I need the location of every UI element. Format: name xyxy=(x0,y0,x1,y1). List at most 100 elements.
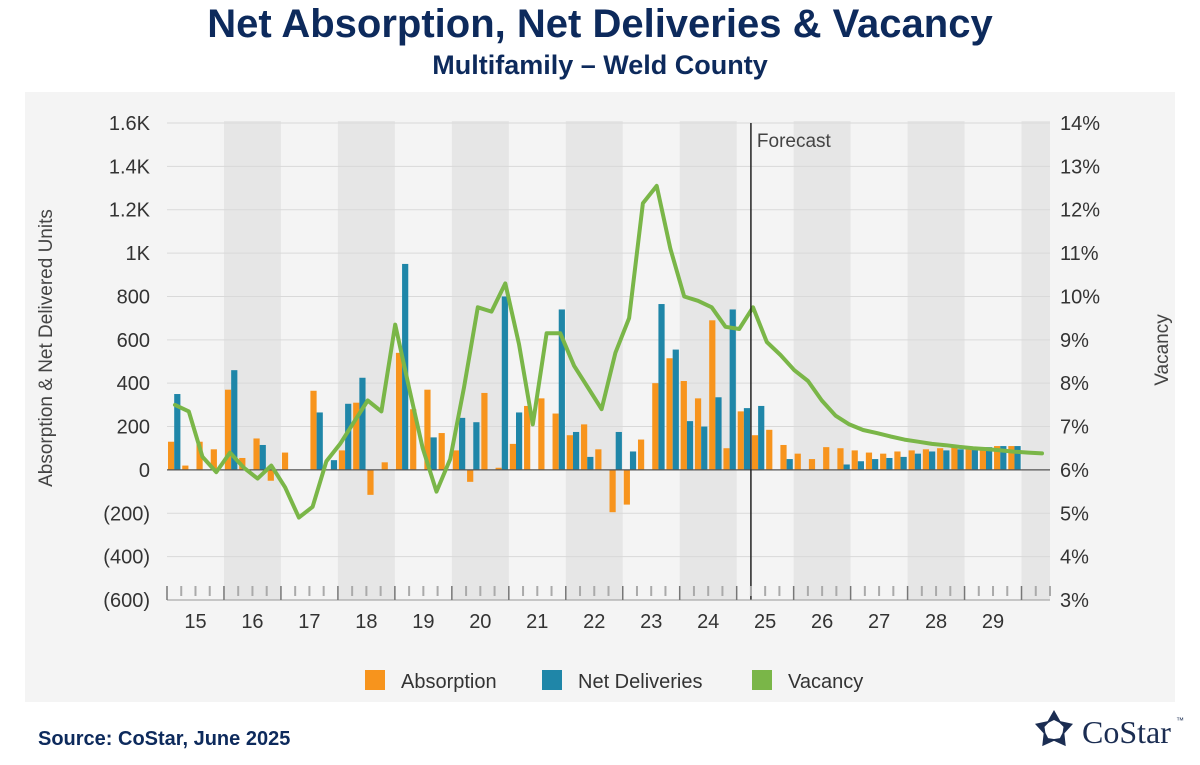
bar-net-deliveries xyxy=(345,403,352,470)
costar-logo: CoStar ™ xyxy=(1030,706,1190,756)
bar-absorption xyxy=(495,467,502,470)
bar-absorption xyxy=(766,429,773,470)
bar-net-deliveries xyxy=(929,451,936,470)
bar-net-deliveries xyxy=(914,453,921,470)
bar-absorption xyxy=(737,411,744,470)
logo-trademark: ™ xyxy=(1176,716,1184,725)
x-tick-label: 19 xyxy=(412,611,434,633)
chart-subtitle: Multifamily – Weld County xyxy=(432,50,768,80)
bar-absorption xyxy=(994,446,1001,470)
y2-tick-label: 4% xyxy=(1060,547,1089,569)
y-tick-label: 800 xyxy=(117,286,150,308)
bar-absorption xyxy=(694,398,702,470)
bar-absorption xyxy=(794,453,801,470)
chart-title: Net Absorption, Net Deliveries & Vacancy xyxy=(207,2,993,46)
bar-absorption xyxy=(709,320,716,470)
bar-absorption xyxy=(666,358,673,470)
year-band xyxy=(451,121,509,600)
bar-net-deliveries xyxy=(658,304,665,470)
year-band xyxy=(679,121,737,600)
x-tick-label: 21 xyxy=(526,611,548,633)
bar-net-deliveries xyxy=(686,421,694,470)
y-tick-label: 0 xyxy=(139,460,150,482)
bar-net-deliveries xyxy=(701,426,708,470)
y2-tick-label: 12% xyxy=(1060,200,1100,222)
bar-absorption xyxy=(609,469,616,513)
bar-net-deliveries xyxy=(1014,446,1021,470)
legend-label-absorption: Absorption xyxy=(401,671,497,693)
bar-net-deliveries xyxy=(957,449,964,470)
bar-net-deliveries xyxy=(558,309,565,470)
bar-absorption xyxy=(438,433,445,470)
bar-absorption xyxy=(338,450,346,470)
bar-absorption xyxy=(808,459,816,470)
bar-absorption xyxy=(851,450,858,470)
legend-label-net-deliveries: Net Deliveries xyxy=(578,671,702,693)
bar-net-deliveries xyxy=(615,431,622,470)
y2-tick-label: 10% xyxy=(1060,286,1100,308)
vacancy-line xyxy=(173,183,1044,520)
forecast-marker: Forecast xyxy=(750,123,832,600)
y-tick-label: 600 xyxy=(117,330,150,352)
bar-absorption xyxy=(267,469,274,481)
bar-absorption xyxy=(623,469,630,505)
bar-absorption xyxy=(467,469,474,482)
bar-absorption xyxy=(680,381,687,470)
bar-net-deliveries xyxy=(430,437,437,470)
bar-net-deliveries xyxy=(629,451,637,470)
bar-absorption xyxy=(381,462,388,470)
y-axis-right: 3% 4% 5% 6% 7% 8% 9% 10% 11% 12% 13% 14% xyxy=(1060,113,1100,612)
bar-absorption xyxy=(780,444,787,470)
x-tick-label: 25 xyxy=(754,611,776,633)
legend-label-vacancy: Vacancy xyxy=(788,671,863,693)
bar-absorption xyxy=(509,443,517,470)
y-tick-label: (400) xyxy=(103,547,150,569)
bar-net-deliveries xyxy=(259,444,266,470)
costar-star-icon xyxy=(1034,710,1074,747)
bar-absorption xyxy=(182,465,189,470)
year-band xyxy=(907,121,965,600)
bar-absorption xyxy=(481,392,488,470)
bar-absorption xyxy=(168,441,175,470)
bar-absorption xyxy=(281,452,289,470)
bar-absorption xyxy=(652,383,659,470)
bar-net-deliveries xyxy=(872,459,879,470)
bar-absorption xyxy=(552,413,559,470)
legend: Absorption Net Deliveries Vacancy xyxy=(365,670,863,693)
y2-tick-label: 11% xyxy=(1060,243,1099,265)
bar-net-deliveries xyxy=(174,394,181,470)
x-tick-label: 27 xyxy=(868,611,890,633)
bar-absorption xyxy=(908,450,915,470)
bar-absorption xyxy=(367,469,374,495)
x-tick-label: 20 xyxy=(469,611,491,633)
bar-net-deliveries xyxy=(1000,446,1007,470)
x-axis: 15 16 17 18 19 20 21 22 23 24 25 26 27 28 29 xyxy=(166,586,1051,633)
bar-absorption xyxy=(595,449,602,470)
legend-swatch-net-deliveries xyxy=(542,670,562,690)
bar-absorption xyxy=(1008,446,1015,470)
bar-net-deliveries xyxy=(743,408,751,470)
bar-absorption xyxy=(253,438,260,470)
y-tick-label: 1K xyxy=(126,243,151,265)
y-axis-left: (600) (400) (200) 0 200 400 600 800 1K 1.2K 1.4K 1.… xyxy=(103,113,150,612)
bar-net-deliveries xyxy=(886,457,893,470)
bar-absorption xyxy=(538,398,545,470)
x-tick-label: 24 xyxy=(697,611,719,633)
x-tick-label: 15 xyxy=(184,611,206,633)
bar-net-deliveries xyxy=(231,370,238,470)
year-band xyxy=(793,121,851,600)
bar-absorption xyxy=(823,447,830,470)
bar-net-deliveries xyxy=(843,464,850,470)
y2-tick-label: 5% xyxy=(1060,503,1089,525)
y-axis-label: Absorption & Net Delivered Units xyxy=(36,209,57,487)
bar-net-deliveries xyxy=(516,412,523,470)
bar-absorption xyxy=(965,448,972,470)
bar-net-deliveries xyxy=(459,417,466,470)
x-tick-label: 22 xyxy=(583,611,605,633)
bar-absorption xyxy=(196,441,203,470)
vacancy-series xyxy=(173,183,1044,520)
bar-absorption xyxy=(922,449,930,470)
year-band xyxy=(337,121,395,600)
bar-absorption xyxy=(353,402,360,470)
